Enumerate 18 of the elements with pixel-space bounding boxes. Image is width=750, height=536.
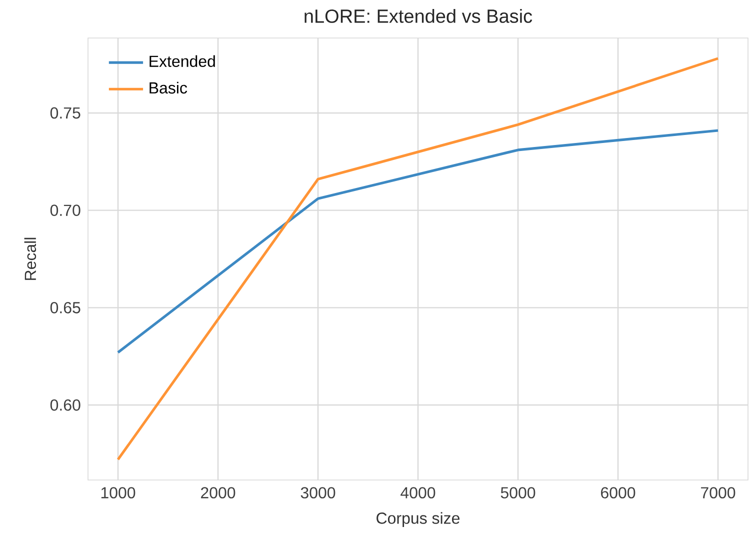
x-tick-label: 2000: [201, 487, 236, 498]
x-tick-label: 4000: [400, 487, 436, 498]
legend-label: Basic: [150, 82, 188, 94]
x-tick-label: 3000: [300, 487, 336, 498]
x-tick-label: 6000: [601, 487, 636, 498]
chart-title: nLORE: Extended vs Basic: [304, 8, 532, 23]
x-axis-title: Corpus size: [376, 512, 460, 528]
line-series: [116, 129, 720, 354]
y-tick-label: 0.65: [50, 302, 80, 314]
y-tick-label: 0.75: [50, 107, 80, 119]
x-tick-label: 7000: [701, 487, 736, 498]
y-axis-title: Recall: [24, 238, 36, 280]
x-tick-label: 1000: [101, 487, 136, 498]
y-tick-label: 0.70: [50, 204, 80, 216]
legend-label: Extended: [150, 55, 215, 67]
x-tick-label: 5000: [500, 487, 536, 498]
y-tick-label: 0.60: [50, 399, 80, 411]
line-series: [116, 57, 720, 461]
